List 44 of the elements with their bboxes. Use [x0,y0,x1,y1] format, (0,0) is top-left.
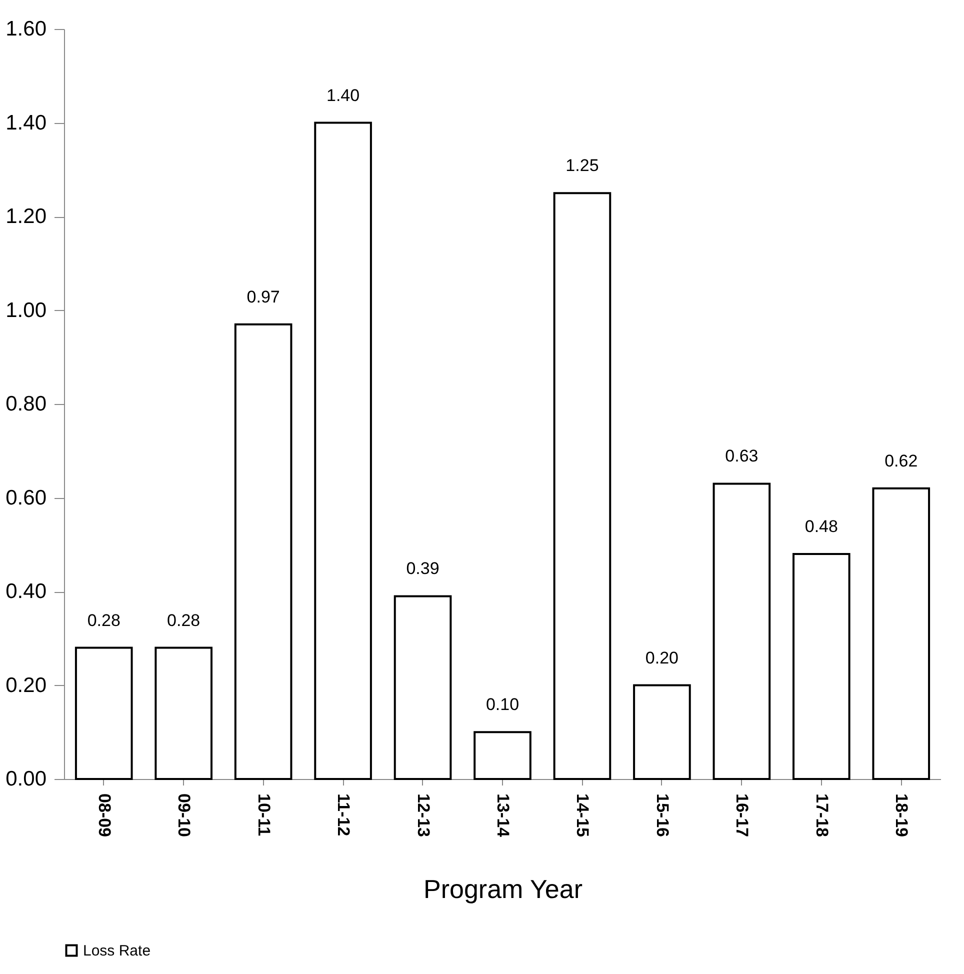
data-label: 0.39 [406,559,440,578]
x-tick-label: 11-12 [334,794,354,836]
data-label: 0.28 [167,610,200,630]
bar [633,684,691,780]
x-tick-label: 15-16 [652,794,672,837]
y-tick-label: 1.00 [6,298,46,322]
data-label: 1.40 [326,86,360,105]
y-tick-label: 0.00 [6,768,46,790]
data-label: 0.62 [884,451,918,470]
bar [872,487,930,780]
data-label: 0.28 [87,610,120,630]
bar [712,482,771,780]
bar [314,122,372,780]
y-tick-label: 0.20 [6,674,46,697]
bar [474,731,532,780]
bar [553,192,612,780]
x-tick-label: 17-18 [812,794,832,837]
legend-label: Loss Rate [83,942,151,960]
y-tick-label: 0.40 [6,580,46,603]
data-label: 0.63 [725,446,758,466]
y-tick-label: 0.60 [6,486,46,510]
data-label: 0.20 [645,648,678,668]
x-tick-label: 10-11 [254,794,274,836]
y-tick-label: 1.20 [6,205,46,228]
x-tick-label: 08-09 [94,794,114,837]
x-tick-label: 14-15 [573,794,592,837]
x-axis-title: Program Year [424,874,583,904]
y-tick-label: 1.40 [6,111,46,134]
y-tick-label: 1.60 [6,18,46,40]
bar [154,646,212,780]
x-tick-label: 13-14 [494,794,512,838]
data-label: 0.48 [804,517,838,536]
data-label: 0.97 [246,287,280,306]
data-label: 0.10 [486,695,520,714]
bar [234,323,292,780]
y-tick-label: 0.80 [6,392,46,416]
x-tick-label: 18-19 [892,794,912,837]
bar [394,595,452,780]
data-label: 1.25 [566,156,599,176]
x-tick-label: 16-17 [732,794,752,837]
x-tick-label: 09-10 [174,794,194,837]
bar [792,553,850,780]
bar [74,646,133,780]
x-tick-label: 12-13 [414,794,433,837]
